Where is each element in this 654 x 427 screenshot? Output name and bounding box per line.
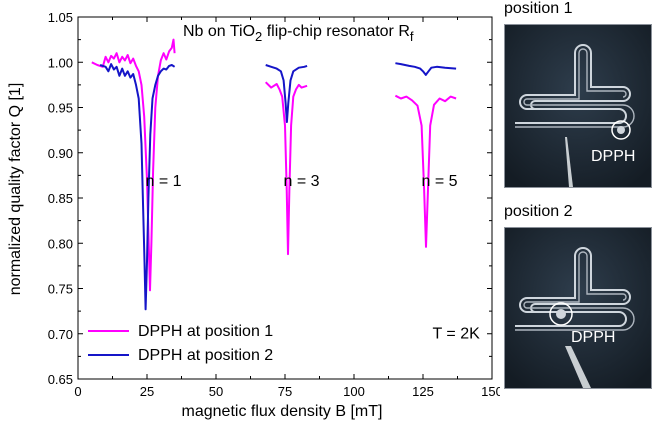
- y-tick-label: 0.85: [48, 191, 73, 206]
- legend-label-2: DPPH at position 2: [138, 347, 273, 364]
- y-tick-label: 0.65: [48, 372, 73, 387]
- q-factor-chart: 0 25 50 75 100 125 150 0.65 0.70 0.75 0.80 0.85 0.90…: [7, 10, 500, 420]
- legend: DPPH at position 1 DPPH at position 2: [88, 323, 273, 364]
- series-1-segment-1: [91, 38, 176, 292]
- series-1-segment-3: [394, 94, 457, 248]
- y-tick-label: 0.75: [48, 282, 73, 297]
- y-tick-label: 0.90: [48, 146, 73, 161]
- title-tail-sub: f: [410, 29, 414, 44]
- y-tick-label: 1.05: [48, 10, 73, 25]
- photo1-dpph-label: DPPH: [591, 148, 635, 165]
- series-1-segment-2: [264, 81, 308, 256]
- chart-title: Nb on TiO2 flip-chip resonator Rf: [183, 23, 414, 44]
- y-tick-label: 1.00: [48, 55, 73, 70]
- photo2-dpph-label: DPPH: [571, 329, 615, 346]
- position1-label: position 1: [504, 0, 573, 17]
- y-tick-label: 0.80: [48, 236, 73, 251]
- chip-photo-position1: DPPH: [504, 24, 652, 188]
- dpph-marker: [611, 120, 631, 140]
- x-tick-label: 0: [74, 384, 81, 399]
- axis-ticks: 0 25 50 75 100 125 150 0.65 0.70 0.75 0.80 0.85 0.90…: [48, 10, 500, 399]
- x-tick-label: 150: [481, 384, 500, 399]
- x-axis-label: magnetic flux density B [mT]: [182, 403, 383, 420]
- y-tick-label: 0.70: [48, 327, 73, 342]
- y-axis-label: normalized quality factor Q [1]: [7, 83, 24, 296]
- x-tick-label: 125: [412, 384, 434, 399]
- x-tick-label: 100: [343, 384, 365, 399]
- title-rest: flip-chip resonator R: [262, 23, 410, 40]
- title-main: Nb on TiO: [183, 23, 255, 40]
- annotation-layer: n = 1 n = 3 n = 5 T = 2K: [146, 173, 481, 342]
- title-sub: 2: [255, 29, 262, 44]
- chip-photo-position2: DPPH: [504, 227, 652, 389]
- resonator-trace: [515, 44, 631, 124]
- x-tick-label: 25: [140, 384, 154, 399]
- series-layer: [91, 38, 457, 311]
- series-2-segment-1: [99, 63, 176, 311]
- series-2-segment-2: [265, 64, 308, 123]
- x-tick-label: 75: [278, 384, 292, 399]
- x-tick-label: 50: [209, 384, 223, 399]
- series-2-segment-3: [395, 62, 457, 76]
- position2-label: position 2: [504, 203, 573, 220]
- annotation-2: n = 3: [284, 173, 320, 190]
- legend-label-1: DPPH at position 1: [138, 323, 273, 340]
- annotation-4: T = 2K: [432, 325, 480, 342]
- annotation-3: n = 5: [422, 173, 458, 190]
- y-tick-label: 0.95: [48, 101, 73, 116]
- annotation-1: n = 1: [146, 173, 182, 190]
